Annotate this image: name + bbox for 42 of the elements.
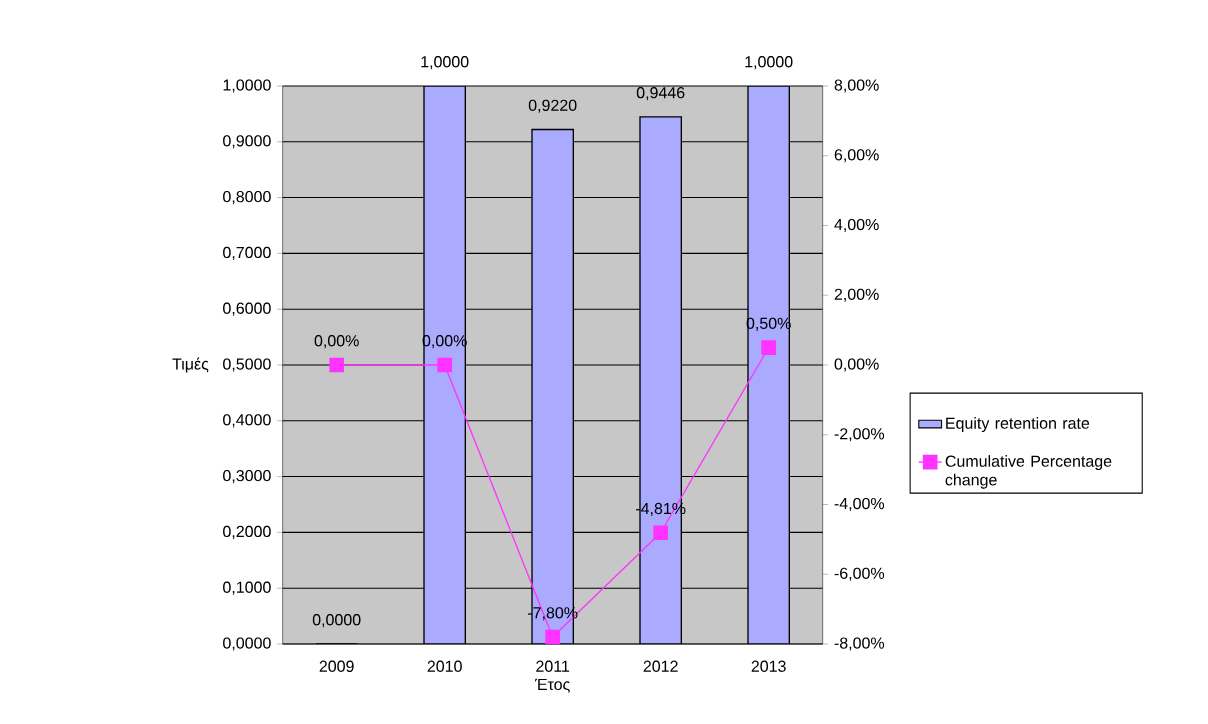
data-label: 0,9220 <box>528 99 577 113</box>
x-axis-title: Έτος <box>534 678 570 693</box>
y2-tick-label: 4,00% <box>834 218 879 233</box>
y2-tick-label: 8,00% <box>834 79 879 93</box>
data-label: 0,00% <box>314 335 359 349</box>
y2-tick-label: -4,00% <box>834 497 885 512</box>
y-tick-label: 0,7000 <box>223 246 271 260</box>
y-tick-label: 0,5000 <box>223 358 271 372</box>
y-tick-label: 0,1000 <box>223 581 271 595</box>
y-tick-label: 0,0000 <box>223 637 271 651</box>
y-tick-label: 0,2000 <box>223 525 271 539</box>
data-label: 0,0000 <box>312 614 361 628</box>
y2-tick-label: -6,00% <box>834 567 885 581</box>
data-label: 1,0000 <box>421 56 469 70</box>
point <box>653 525 668 541</box>
bar <box>747 85 790 644</box>
x-tick-label: 2009 <box>319 660 354 672</box>
data-label: 1,0000 <box>745 56 793 70</box>
x-tick-label: 2010 <box>427 660 462 672</box>
bar <box>423 85 466 644</box>
y2-tick-label: -8,00% <box>834 637 885 651</box>
y-tick-label: 0,8000 <box>223 190 271 205</box>
x-tick-label: 2012 <box>643 660 678 672</box>
legend-label: Equity retention rate <box>946 417 1090 433</box>
y2-tick-label: 0,00% <box>834 358 879 372</box>
y-axis-title: Τιμές <box>172 357 209 373</box>
y-tick-label: 1,0000 <box>223 79 271 93</box>
data-label: 0,9446 <box>636 87 685 101</box>
x-tick-label: 2011 <box>536 660 570 672</box>
y-tick-label: 0,6000 <box>223 302 271 316</box>
y-tick-label: 0,4000 <box>223 414 271 428</box>
y-tick-label: 0,3000 <box>223 469 271 484</box>
point <box>545 629 560 645</box>
y-tick-label: 0,9000 <box>223 135 271 149</box>
y2-tick-label: 2,00% <box>834 288 879 302</box>
y2-tick-label: 6,00% <box>834 149 879 163</box>
legend-label: Cumulative Percentage change <box>945 455 1112 489</box>
point <box>761 340 776 355</box>
y2-tick-label: -2,00% <box>834 428 885 442</box>
point <box>437 357 453 373</box>
x-tick-label: 2013 <box>751 660 786 672</box>
point <box>329 357 345 373</box>
